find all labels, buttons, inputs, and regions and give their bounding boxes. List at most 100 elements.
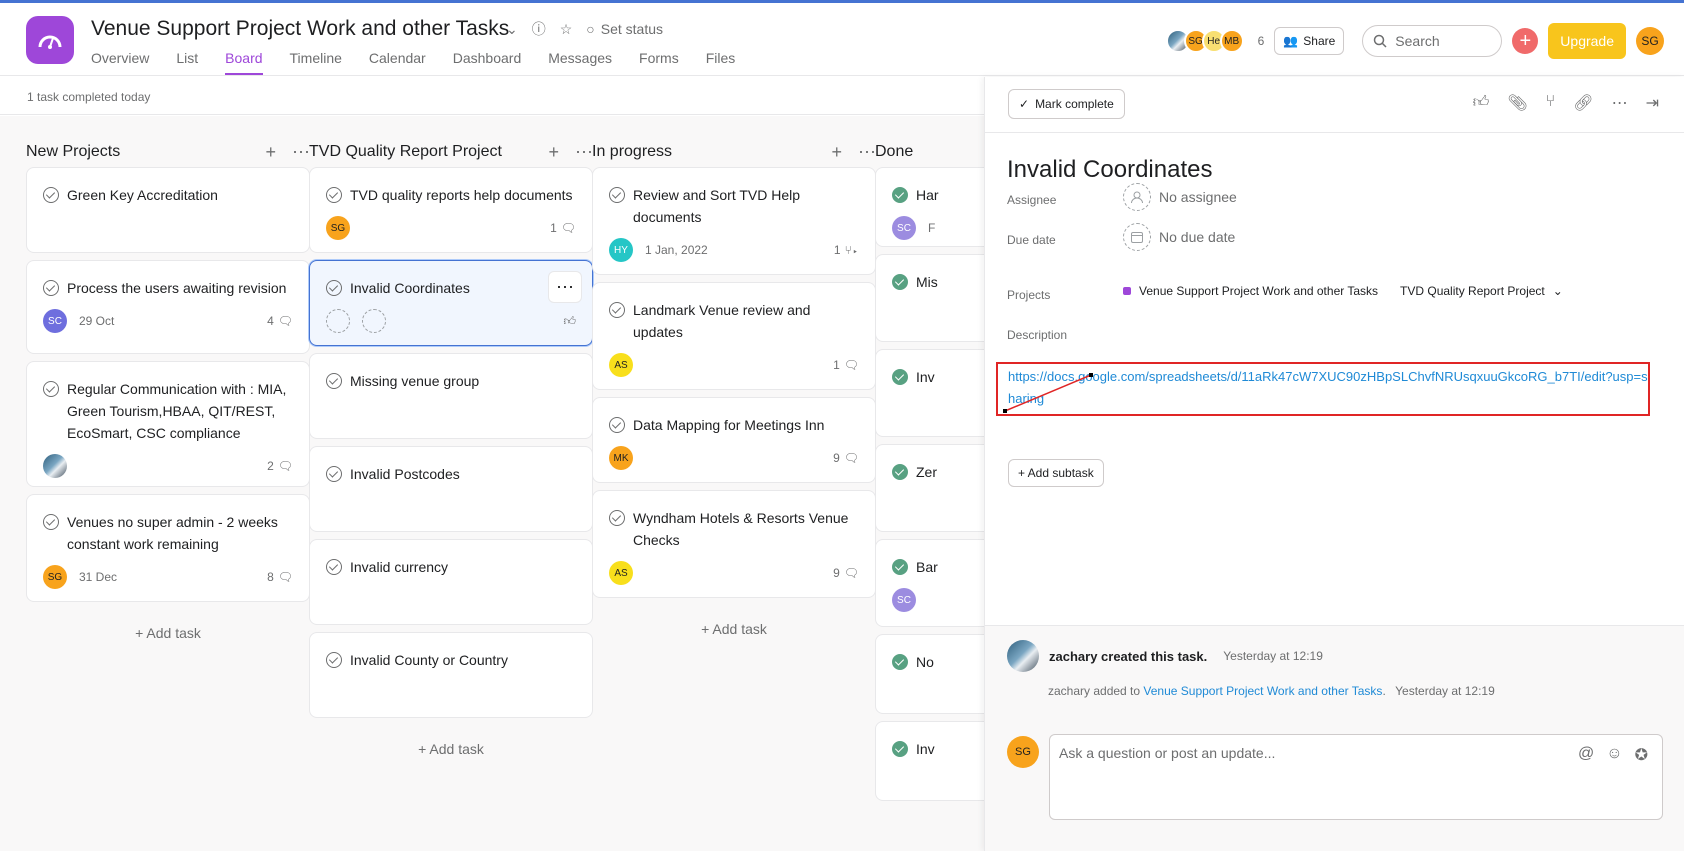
profile-avatar[interactable]: SG [1636, 27, 1664, 55]
check-circle-icon[interactable] [609, 510, 625, 526]
comment-count[interactable]: 1 🗨︎ [550, 221, 576, 235]
quick-add-button[interactable]: + [1512, 28, 1539, 54]
more-icon[interactable]: ⋯ [858, 141, 876, 162]
add-icon[interactable]: + [265, 141, 276, 162]
project-title[interactable]: Venue Support Project Work and other Tas… [91, 17, 510, 40]
task-card[interactable]: Invalid Postcodes [309, 446, 593, 532]
comment-count[interactable]: 8 🗨︎ [267, 570, 293, 584]
check-circle-icon[interactable] [326, 559, 342, 575]
add-task-button[interactable]: + Add task [135, 625, 201, 641]
check-circle-icon[interactable] [43, 514, 59, 530]
add-task-button[interactable]: + Add task [418, 741, 484, 757]
card-more-button[interactable]: ⋯ [548, 271, 582, 303]
upgrade-button[interactable]: Upgrade [1548, 23, 1626, 59]
check-circle-icon[interactable] [892, 274, 908, 290]
link-icon[interactable]: 🔗︎ [1573, 95, 1594, 112]
column-title[interactable]: TVD Quality Report Project [309, 143, 502, 160]
due-date[interactable]: F [928, 221, 936, 235]
assignee-avatar[interactable]: SC [892, 216, 916, 240]
task-card[interactable]: Invalid County or Country [309, 632, 593, 718]
check-circle-icon[interactable] [326, 652, 342, 668]
assignee-avatar[interactable]: SC [892, 588, 916, 612]
project-tag-2[interactable]: TVD Quality Report Project [1400, 284, 1545, 298]
search-input[interactable]: Search [1362, 25, 1503, 57]
subtask-icon[interactable]: ⑂ [1545, 93, 1556, 110]
tab-files[interactable]: Files [706, 48, 748, 76]
emoji-icon[interactable]: ☺ [1606, 745, 1623, 762]
task-card[interactable]: Missing venue group [309, 353, 593, 439]
check-circle-icon[interactable] [892, 187, 908, 203]
check-circle-icon[interactable] [892, 741, 908, 757]
set-status-button[interactable]: ○ Set status [586, 21, 663, 37]
column-title[interactable]: New Projects [26, 143, 121, 160]
comment-count[interactable]: 9 🗨︎ [833, 566, 859, 580]
more-icon[interactable]: ⋯ [1611, 95, 1628, 112]
more-icon[interactable]: ⋯ [292, 141, 310, 162]
task-card[interactable]: Review and Sort TVD Help documents HY 1 Ja… [592, 167, 876, 275]
task-card[interactable]: Zer [875, 444, 984, 532]
check-circle-icon[interactable] [326, 280, 342, 296]
share-button[interactable]: 👥 Share [1274, 27, 1345, 55]
assignee-placeholder-icon[interactable] [326, 309, 350, 333]
tab-dashboard[interactable]: Dashboard [453, 48, 534, 76]
task-card[interactable]: Inv [875, 721, 984, 801]
feed-project-link[interactable]: Venue Support Project Work and other Tas… [1143, 684, 1383, 698]
assignee-avatar[interactable]: SG [326, 216, 350, 240]
mark-complete-button[interactable]: ✓ Mark complete [1008, 89, 1125, 119]
comment-input[interactable]: Ask a question or post an update... @ ☺ … [1049, 734, 1663, 820]
tab-calendar[interactable]: Calendar [369, 48, 438, 76]
tab-list[interactable]: List [176, 48, 210, 76]
star-icon[interactable]: ☆ [559, 20, 573, 37]
tab-messages[interactable]: Messages [548, 48, 624, 76]
add-icon[interactable]: + [548, 141, 559, 162]
check-circle-icon[interactable] [43, 280, 59, 296]
subtask-count[interactable]: 1 ⑂▸ [834, 243, 859, 257]
due-date[interactable]: 1 Jan, 2022 [645, 243, 708, 257]
add-subtask-button[interactable]: + Add subtask [1008, 459, 1104, 487]
task-card[interactable]: TVD quality reports help documents SG 1 🗨︎ [309, 167, 593, 253]
attachment-icon[interactable]: 📎︎ [1507, 95, 1528, 112]
task-card[interactable]: Green Key Accreditation [26, 167, 310, 253]
assignee-avatar[interactable]: HY [609, 238, 633, 262]
due-date[interactable]: 31 Dec [79, 570, 118, 584]
tab-board[interactable]: Board [225, 48, 274, 76]
mention-icon[interactable]: @ [1578, 745, 1595, 762]
comment-count[interactable]: 9 🗨︎ [833, 451, 859, 465]
assignee-avatar[interactable]: SC [43, 309, 67, 333]
more-icon[interactable]: ⋯ [575, 141, 593, 162]
member-avatars[interactable]: SG He MB [1165, 29, 1244, 53]
description-link[interactable]: https://docs.google.com/spreadsheets/d/1… [1008, 369, 1648, 406]
assignee-field[interactable]: No assignee [1123, 183, 1237, 211]
like-icon[interactable]: 👍︎ [563, 313, 576, 328]
add-icon[interactable]: + [831, 141, 842, 162]
check-circle-icon[interactable] [609, 302, 625, 318]
task-card[interactable]: Invalid currency [309, 539, 593, 625]
comment-count[interactable]: 2 🗨︎ [267, 459, 293, 473]
due-date-placeholder-icon[interactable] [362, 309, 386, 333]
task-card[interactable]: Bar SC [875, 539, 984, 627]
tab-overview[interactable]: Overview [91, 48, 161, 76]
comment-count[interactable]: 1 🗨︎ [833, 358, 859, 372]
task-card[interactable]: Landmark Venue review and updates AS 1 🗨︎ [592, 282, 876, 390]
task-card[interactable]: Inv [875, 349, 984, 437]
close-panel-icon[interactable]: ⇥ [1645, 95, 1659, 112]
assignee-avatar[interactable]: SG [43, 565, 67, 589]
task-card[interactable]: Har SC F [875, 167, 984, 247]
column-title[interactable]: Done [875, 143, 914, 160]
check-circle-icon[interactable] [326, 187, 342, 203]
task-card[interactable]: Wyndham Hotels & Resorts Venue Checks AS 9… [592, 490, 876, 598]
check-circle-icon[interactable] [892, 464, 908, 480]
chevron-down-icon[interactable]: ⌄ [1552, 284, 1563, 298]
task-card[interactable]: Process the users awaiting revision SC 29 … [26, 260, 310, 354]
check-circle-icon[interactable] [326, 466, 342, 482]
project-icon[interactable] [26, 16, 74, 64]
tab-forms[interactable]: Forms [639, 48, 691, 76]
chevron-down-icon[interactable]: ⌄ [506, 20, 518, 37]
check-circle-icon[interactable] [43, 381, 59, 397]
task-card[interactable]: Data Mapping for Meetings Inn MK 9 🗨︎ [592, 397, 876, 483]
assignee-avatar[interactable]: MK [609, 446, 633, 470]
due-date-field[interactable]: No due date [1123, 223, 1235, 251]
check-circle-icon[interactable] [43, 187, 59, 203]
info-icon[interactable]: ⓘ [531, 21, 546, 37]
task-card[interactable]: Mis [875, 254, 984, 342]
